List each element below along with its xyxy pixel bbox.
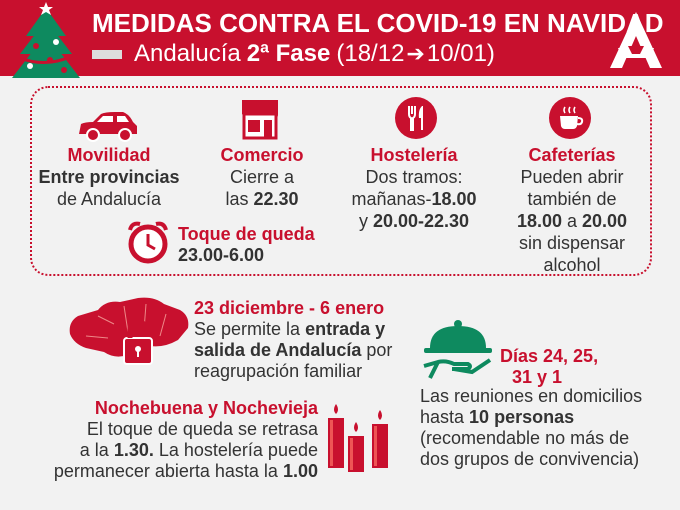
movilidad-block: Movilidad Entre provincias de Andalucía (34, 144, 184, 210)
dias-body: Las reuniones en domicilios hasta 10 per… (420, 386, 642, 470)
serving-tray-icon (423, 320, 492, 379)
date-start: (18/12 (336, 40, 405, 67)
diciembre-block: 23 diciembre - 6 enero Se permite la ent… (194, 298, 392, 382)
header-banner: MEDIDAS CONTRA EL COVID-19 EN NAVIDAD An… (0, 0, 680, 78)
hosteleria-title: Hostelería (370, 145, 458, 165)
diciembre-line1: Se permite la entrada y (194, 319, 392, 340)
nochebuena-line3-pre: permanecer abierta hasta la (53, 461, 283, 481)
diciembre-line1-bold: entrada y (305, 319, 386, 339)
nochebuena-close-time: 1.00 (282, 461, 318, 481)
dias-line3: (recomendable no más de (420, 428, 630, 448)
hosteleria-block: Hostelería Dos tramos: mañanas-18.00 y 2… (334, 144, 494, 232)
diciembre-line3: reagrupación familiar (194, 361, 363, 381)
page-title: MEDIDAS CONTRA EL COVID-19 EN NAVIDAD (92, 8, 664, 38)
nochebuena-title: Nochebuena y Nochevieja (94, 398, 318, 418)
junta-andalucia-logo (610, 12, 662, 68)
nochebuena-line2-pre: a la (79, 440, 114, 460)
cafeterias-block: Cafeterías Pueden abrir también de 18.00… (494, 144, 650, 276)
dias-title: Días 24, 25, 31 y 1 (500, 346, 598, 388)
cafeterias-line4: sin dispensar (518, 233, 626, 253)
comercio-time: 22.30 (253, 189, 299, 209)
diciembre-line1-pre: Se permite la (194, 319, 306, 339)
car-icon (79, 112, 137, 142)
toque-title: Toque de queda (178, 224, 315, 244)
dias-line2: hasta 10 personas (420, 407, 642, 428)
diciembre-title: 23 diciembre - 6 enero (194, 298, 385, 318)
nochebuena-curfew: 1.30. (113, 440, 154, 460)
cafeterias-line1: Pueden abrir (520, 167, 624, 187)
movilidad-title: Movilidad (67, 145, 151, 165)
cafeterias-title: Cafeterías (528, 145, 616, 165)
comercio-line1: Cierre a (229, 167, 295, 187)
nochebuena-line2: a la 1.30. La hostelería puede (26, 440, 318, 461)
diciembre-line2: salida de Andalucía por (194, 340, 392, 361)
cutlery-icon (395, 97, 437, 139)
movilidad-line1: Entre provincias (38, 167, 180, 187)
region-label: Andalucía (134, 40, 241, 67)
nochebuena-line1: El toque de queda se retrasa (86, 419, 318, 439)
diciembre-line2-bold: salida de Andalucía (194, 340, 362, 360)
candles-icon (328, 404, 388, 472)
hosteleria-time1: 18.00 (431, 189, 477, 209)
cafeterias-line3-mid: a (561, 211, 582, 231)
cafeterias-time-end: 20.00 (582, 211, 628, 231)
measures-box (30, 86, 652, 276)
hosteleria-time2: 20.00-22.30 (372, 211, 470, 231)
comercio-line2-pre: las (225, 189, 254, 209)
hosteleria-line3-pre: y (358, 211, 373, 231)
cafeterias-line2: también de (527, 189, 617, 209)
toque-hours: 23.00-6.00 (178, 245, 265, 265)
dias-title-line2: 31 y 1 (512, 367, 563, 387)
cafeterias-time-start: 18.00 (516, 211, 562, 231)
hosteleria-line3: y 20.00-22.30 (334, 210, 494, 232)
hosteleria-line2: mañanas-18.00 (334, 188, 494, 210)
date-end: 10/01) (426, 40, 495, 67)
arrow-right-icon: ➔ (406, 41, 425, 66)
hosteleria-line2-pre: mañanas- (351, 189, 432, 209)
coffee-cup-icon (549, 97, 591, 139)
comercio-block: Comercio Cierre a las 22.30 (200, 144, 324, 210)
toque-block: Toque de queda 23.00-6.00 (178, 224, 315, 266)
christmas-tree-icon (12, 2, 80, 78)
subtitle-bar (92, 49, 122, 59)
dias-people: 10 personas (469, 407, 575, 427)
cafeterias-line3: 18.00 a 20.00 (494, 210, 650, 232)
dias-line4: dos grupos de convivencia) (420, 449, 640, 469)
andalucia-map-lock-icon (69, 297, 189, 365)
hosteleria-line1: Dos tramos: (365, 167, 463, 187)
dias-line1: Las reuniones en domicilios (420, 386, 643, 406)
nochebuena-line2-post: La hostelería puede (153, 440, 318, 460)
page-subtitle: Andalucía 2ª Fase (18/12 ➔ 10/01) (92, 40, 495, 68)
comercio-title: Comercio (220, 145, 304, 165)
comercio-line2: las 22.30 (200, 188, 324, 210)
nochebuena-block: Nochebuena y Nochevieja El toque de qued… (26, 398, 318, 482)
alarm-clock-icon (128, 221, 168, 264)
diciembre-line2-post: por (361, 340, 393, 360)
dias-line2-pre: hasta (420, 407, 470, 427)
cafeterias-line5: alcohol (543, 255, 601, 275)
dias-title-line1: Días 24, 25, (500, 346, 599, 366)
nochebuena-line3: permanecer abierta hasta la 1.00 (26, 461, 318, 482)
phase-label: 2ª Fase (246, 40, 331, 67)
shop-icon (242, 100, 278, 140)
movilidad-line2: de Andalucía (56, 189, 162, 209)
